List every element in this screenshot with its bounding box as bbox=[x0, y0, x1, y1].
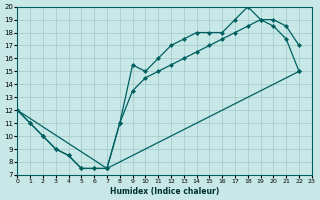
X-axis label: Humidex (Indice chaleur): Humidex (Indice chaleur) bbox=[110, 187, 219, 196]
